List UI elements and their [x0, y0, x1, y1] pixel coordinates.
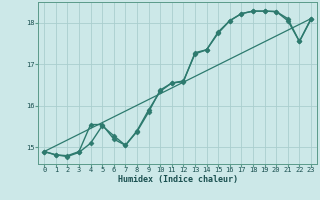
X-axis label: Humidex (Indice chaleur): Humidex (Indice chaleur) [118, 175, 238, 184]
